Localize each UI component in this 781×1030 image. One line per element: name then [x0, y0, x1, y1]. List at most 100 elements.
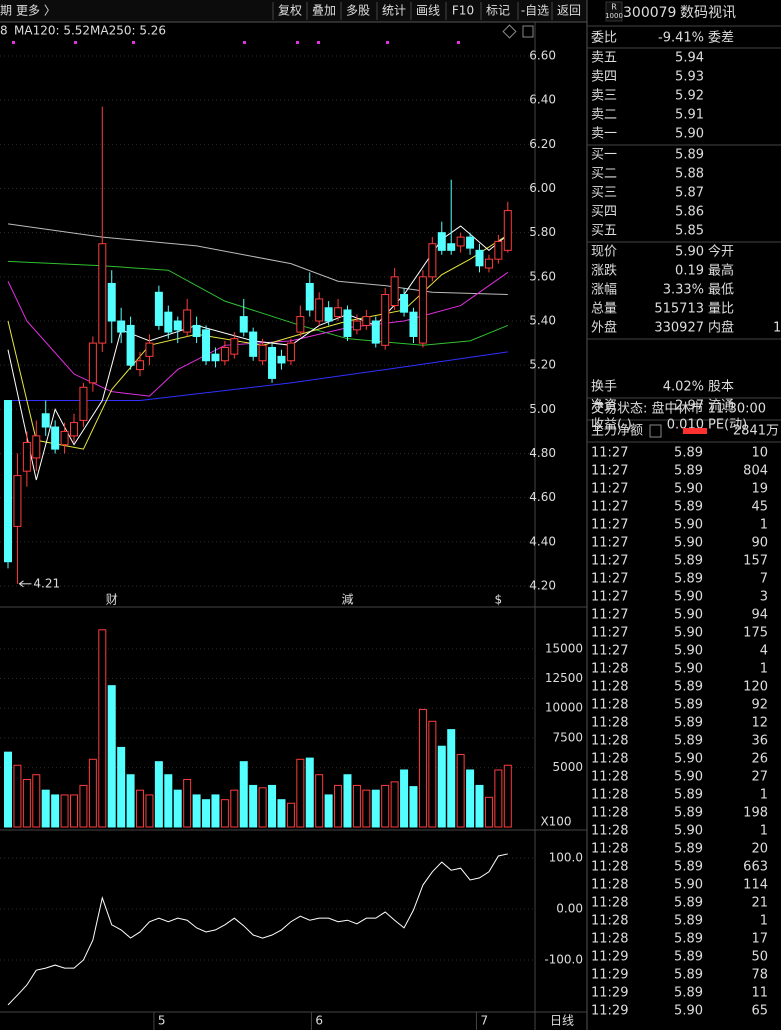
- trade-price: 5.90: [674, 824, 703, 839]
- more-menu[interactable]: 更多 〉: [16, 4, 56, 18]
- trade-price: 5.90: [674, 608, 703, 623]
- stat-label: 换手: [591, 380, 617, 395]
- volume-bar: [503, 764, 512, 828]
- stat-value: 515713: [654, 302, 704, 317]
- toolbar-button[interactable]: 标记: [486, 4, 510, 18]
- stat-label: 最低: [708, 283, 734, 298]
- candle-body: [70, 422, 79, 437]
- volume-bar: [173, 789, 182, 828]
- stat-label: 涨跌: [591, 263, 617, 279]
- order-level: 买一: [591, 148, 617, 163]
- trade-volume: 45: [751, 500, 768, 515]
- volume-bar: [428, 720, 437, 828]
- trade-volume: 663: [743, 860, 768, 875]
- y-tick-label: -100.0: [544, 952, 583, 966]
- trade-time: 11:28: [591, 878, 628, 893]
- candle-body: [315, 298, 324, 322]
- volume-bar: [352, 784, 361, 828]
- volume-bar: [51, 794, 60, 828]
- toolbar-button[interactable]: 画线: [416, 4, 440, 18]
- y-tick-label: 6.40: [529, 93, 556, 107]
- candle-body: [164, 311, 173, 333]
- trade-price: 5.89: [674, 734, 703, 749]
- trade-time: 11:28: [591, 680, 628, 695]
- volume-bar: [305, 757, 314, 828]
- volume-bar: [126, 774, 135, 828]
- volume-bar: [418, 708, 427, 828]
- trade-time: 11:28: [591, 806, 628, 821]
- trade-price: 5.89: [674, 896, 703, 911]
- volume-bar: [88, 758, 97, 828]
- candle-body: [258, 344, 267, 362]
- candle-body: [117, 320, 126, 333]
- flow-icon[interactable]: [649, 424, 662, 438]
- volume-bar: [390, 781, 399, 828]
- badge: [605, 1, 623, 22]
- y-tick-label: 6.00: [529, 181, 556, 195]
- trade-time: 11:27: [591, 464, 628, 479]
- toolbar-button[interactable]: 叠加: [312, 4, 336, 18]
- stat-label: 净资: [591, 399, 617, 414]
- trade-price: 5.89: [674, 572, 703, 587]
- period-label: 日线: [550, 1014, 574, 1028]
- trade-volume: 1: [760, 914, 768, 929]
- moving-average-line: [7, 223, 508, 296]
- stock-code: 300079: [623, 5, 676, 21]
- trade-volume: 20: [751, 842, 768, 857]
- trade-volume: 17: [751, 932, 768, 947]
- trade-volume: 7: [760, 572, 768, 587]
- stat-label: 现价: [591, 245, 617, 260]
- order-level: 买二: [591, 167, 617, 182]
- trade-time: 11:28: [591, 824, 628, 839]
- candle-body: [475, 249, 484, 267]
- volume-bar: [484, 796, 493, 828]
- candle-body: [466, 236, 475, 249]
- trade-time: 11:27: [591, 446, 628, 461]
- trade-volume: 157: [743, 554, 768, 569]
- toolbar-button[interactable]: 复权: [278, 4, 302, 18]
- stat-label: 流通: [708, 399, 734, 414]
- volume-bar: [192, 794, 201, 828]
- toolbar-button[interactable]: 返回: [557, 4, 581, 18]
- candle-body: [362, 316, 371, 326]
- toolbar-button[interactable]: F10: [452, 4, 474, 18]
- y-tick-label: 5000: [552, 760, 583, 774]
- trade-volume: 90: [751, 536, 768, 551]
- trade-volume: 12: [751, 716, 768, 731]
- trade-volume: 120: [743, 680, 768, 695]
- event-marker: 減: [341, 592, 353, 607]
- toolbar-button[interactable]: 多股: [346, 4, 370, 18]
- y-tick-label: 5.60: [529, 269, 556, 283]
- volume-bar: [136, 789, 145, 828]
- trade-price: 5.89: [674, 986, 703, 1001]
- trade-price: 5.89: [674, 698, 703, 713]
- trade-time: 11:29: [591, 1004, 628, 1019]
- y-tick-label: 7500: [552, 730, 583, 744]
- candle-body: [13, 475, 22, 527]
- candle-body: [230, 338, 239, 355]
- badge-bottom: 1000: [605, 12, 623, 20]
- toolbar-button[interactable]: -自选: [521, 4, 549, 18]
- volume-bar: [268, 784, 277, 828]
- candle-body: [296, 316, 305, 333]
- candle-body: [22, 441, 31, 472]
- candle-body: [371, 320, 380, 344]
- toolbar-button[interactable]: 统计: [382, 4, 406, 18]
- candle-body: [239, 316, 248, 333]
- volume-bar: [258, 787, 267, 828]
- diamond-icon[interactable]: [502, 24, 517, 39]
- volume-bar: [32, 774, 41, 828]
- order-price: 5.94: [675, 51, 704, 66]
- stat-value: 5.90: [675, 245, 704, 260]
- window-icon[interactable]: [522, 25, 534, 38]
- volume-bar: [334, 784, 343, 828]
- candle-body: [437, 232, 446, 251]
- volume-bar: [239, 761, 248, 828]
- y-tick-label: 6.60: [529, 49, 556, 63]
- y-tick-label: 12500: [545, 671, 583, 685]
- order-price: 5.88: [675, 167, 704, 182]
- volume-bar: [70, 794, 79, 828]
- trade-time: 11:28: [591, 860, 628, 875]
- candle-body: [343, 309, 352, 337]
- candle-body: [456, 236, 465, 247]
